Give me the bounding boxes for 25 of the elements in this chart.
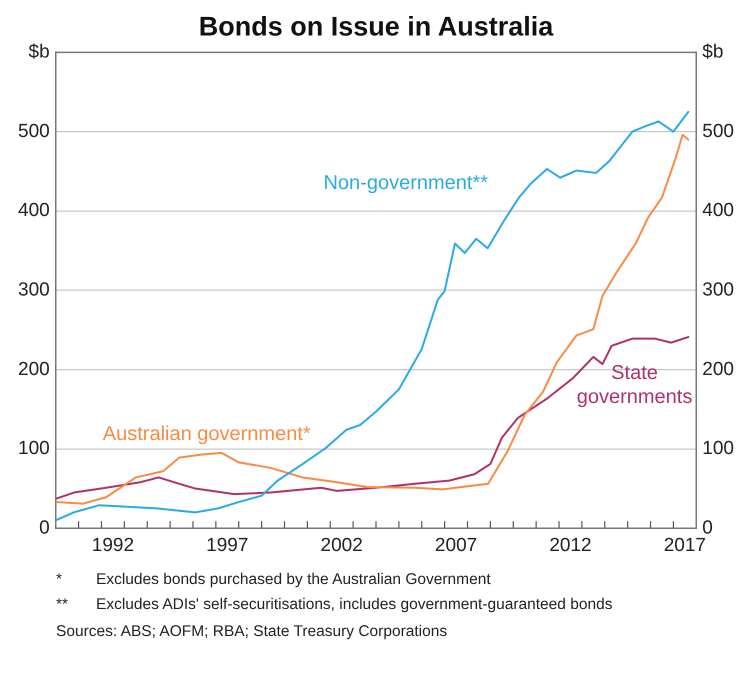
y2-tick-label: 100 <box>702 438 734 460</box>
y-tick-label: $b <box>28 42 50 63</box>
y2-tick-label: 200 <box>702 358 734 380</box>
source-note: Sources: ABS; AOFM; RBA; State Treasury Corporations <box>56 622 448 642</box>
x-tick-label: 1997 <box>206 534 248 556</box>
y2-tick-label: 500 <box>702 120 734 142</box>
y-tick-label: 300 <box>18 280 50 301</box>
y-tick-label: 200 <box>18 358 50 380</box>
text: * Excludes bonds purchased by the Australian Government <box>56 571 491 588</box>
series-label: Australian government* <box>102 423 311 446</box>
series-label: Non-government** <box>323 172 488 194</box>
y-tick-label: 0 <box>39 517 50 538</box>
series-label: State governments <box>576 362 692 408</box>
y2-tick-label: 400 <box>702 200 734 222</box>
y-tick-label: 100 <box>18 438 50 460</box>
text: ** Excludes ADIs' self-securitisations, includes government-guaranteed bonds <box>56 596 612 613</box>
chart-title: Bonds on Issue in Australia <box>198 12 554 42</box>
x-tick-label: 2012 <box>549 534 592 556</box>
y2-tick-label: $b <box>702 42 724 63</box>
x-tick-label: 2002 <box>320 534 363 556</box>
x-tick-label: 1992 <box>92 534 134 556</box>
x-tick-label: 2007 <box>434 534 478 556</box>
y-tick-label: 500 <box>18 120 50 142</box>
y-tick-label: 400 <box>18 200 50 222</box>
y2-tick-label: 300 <box>702 280 734 301</box>
